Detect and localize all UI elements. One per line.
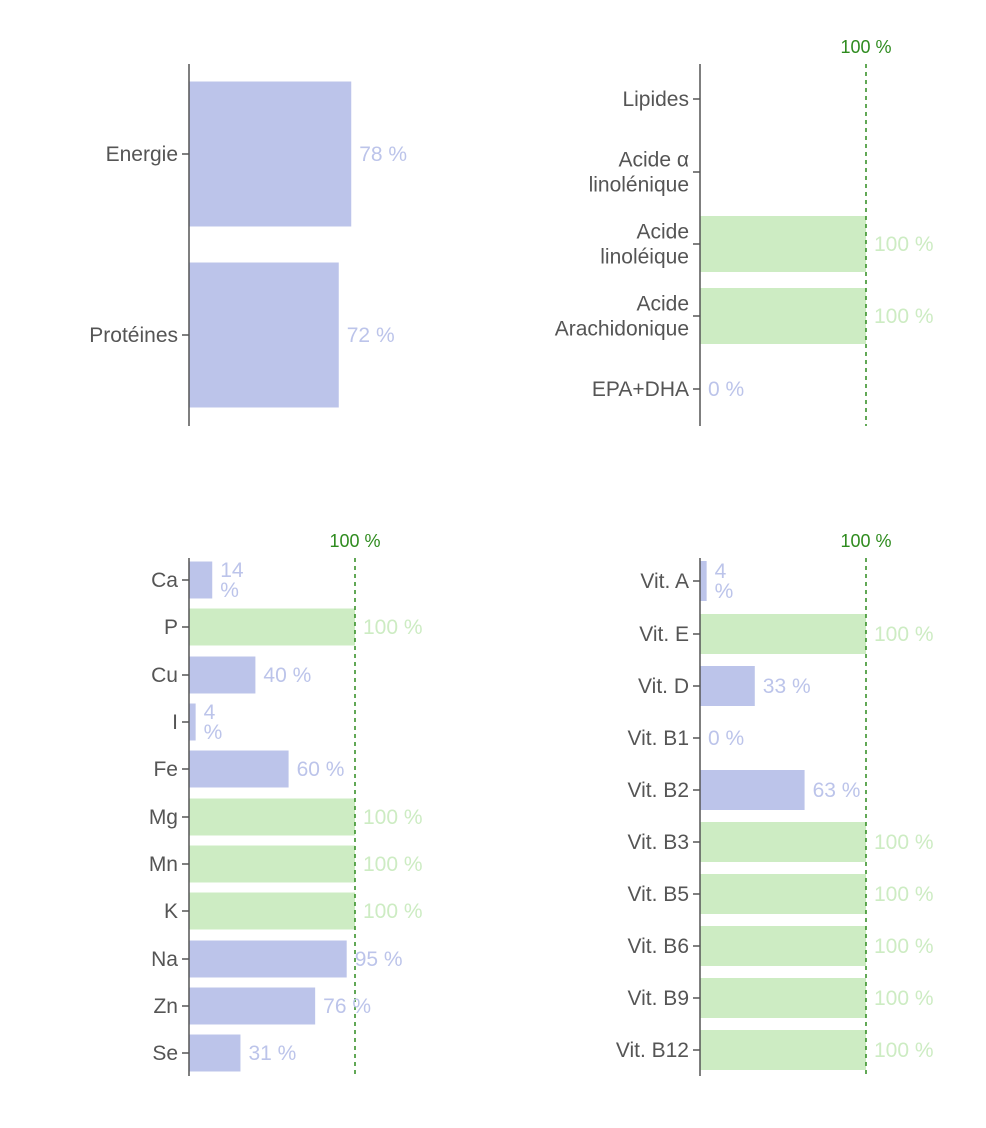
bar xyxy=(700,770,805,810)
bar xyxy=(189,987,316,1025)
bar xyxy=(700,614,866,654)
category-label: Fe xyxy=(153,758,178,781)
category-label: Zn xyxy=(153,995,178,1018)
reference-label: 100 % xyxy=(329,531,380,551)
category-label: Vit. B9 xyxy=(628,987,689,1010)
value-label: 4% xyxy=(204,701,223,744)
category-label: Vit. A xyxy=(640,570,689,593)
value-label: 100 % xyxy=(874,233,934,256)
chart-3: 100 % Ca P Cu I Fe Mg Mn K Na Zn Se 14 % 100 % 40 % 4 % 60… xyxy=(149,531,423,1076)
value-label: 14% xyxy=(220,559,244,602)
value-label: 100 % xyxy=(363,616,423,639)
category-label: I xyxy=(172,711,178,734)
value-label: 31 % xyxy=(248,1042,296,1065)
value-label: 0 % xyxy=(708,727,744,750)
reference-label: 100 % xyxy=(840,531,891,551)
category-label: Vit. B5 xyxy=(628,883,689,906)
category-label: Vit. E xyxy=(639,623,689,646)
category-label: Vit. B1 xyxy=(628,727,689,750)
chart-1: Energie Protéines 78 % 72 % xyxy=(89,64,407,426)
value-label: 100 % xyxy=(874,305,934,328)
category-label: Se xyxy=(152,1042,178,1065)
bar xyxy=(189,262,339,408)
value-label: 100 % xyxy=(363,806,423,829)
category-label: Vit. B2 xyxy=(628,779,689,802)
bar xyxy=(700,822,866,862)
category-label: Vit. B3 xyxy=(628,831,689,854)
category-label: K xyxy=(164,900,178,923)
value-label: 76 % xyxy=(323,995,371,1018)
chart-4: 100 % Vit. A Vit. E Vit. D Vit. B1 Vit. B2 Vit… xyxy=(616,531,934,1076)
value-label: 100 % xyxy=(363,853,423,876)
value-label: 100 % xyxy=(874,987,934,1010)
bar xyxy=(189,608,355,646)
value-label: 63 % xyxy=(813,779,861,802)
bar xyxy=(700,978,866,1018)
value-label: 100 % xyxy=(874,935,934,958)
category-label: Vit. B12 xyxy=(616,1039,689,1062)
category-label: Acide linoléique xyxy=(600,220,689,268)
chart-2: 100 % Lipides Acide α linolénique Acide linol… xyxy=(555,37,934,426)
category-label: Ca xyxy=(151,569,178,592)
bar xyxy=(700,288,866,344)
value-label: 100 % xyxy=(874,1039,934,1062)
bar xyxy=(189,1034,241,1072)
bar xyxy=(700,216,866,272)
category-label: Protéines xyxy=(89,324,178,347)
category-label: Acide α linolénique xyxy=(589,148,689,196)
value-label: 40 % xyxy=(263,664,311,687)
bar xyxy=(700,666,755,706)
bar xyxy=(189,798,355,836)
value-label: 33 % xyxy=(763,675,811,698)
reference-label: 100 % xyxy=(840,37,891,57)
value-label: 100 % xyxy=(874,623,934,646)
bar xyxy=(189,892,355,930)
category-label: Energie xyxy=(106,143,178,166)
value-label: 0 % xyxy=(708,378,744,401)
bar xyxy=(189,940,347,978)
bar xyxy=(700,561,707,601)
bar xyxy=(189,561,213,599)
value-label: 100 % xyxy=(874,883,934,906)
category-label: Vit. D xyxy=(638,675,689,698)
value-label: 4% xyxy=(715,560,734,603)
bar xyxy=(189,703,196,741)
category-label: EPA+DHA xyxy=(592,378,689,401)
value-label: 100 % xyxy=(874,831,934,854)
value-label: 95 % xyxy=(355,948,403,971)
bar xyxy=(189,656,256,694)
bar xyxy=(700,874,866,914)
category-label: Vit. B6 xyxy=(628,935,689,958)
value-label: 100 % xyxy=(363,900,423,923)
category-label: Lipides xyxy=(622,88,689,111)
bar xyxy=(189,81,352,227)
bar xyxy=(700,926,866,966)
bar xyxy=(700,1030,866,1070)
value-label: 72 % xyxy=(347,324,395,347)
category-label: P xyxy=(164,616,178,639)
category-label: Na xyxy=(151,948,178,971)
bar xyxy=(189,845,355,883)
value-label: 78 % xyxy=(359,143,407,166)
category-label: Acide Arachidonique xyxy=(555,292,689,340)
category-label: Mg xyxy=(149,806,178,829)
bar xyxy=(189,750,289,788)
category-label: Cu xyxy=(151,664,178,687)
value-label: 60 % xyxy=(297,758,345,781)
category-label: Mn xyxy=(149,853,178,876)
